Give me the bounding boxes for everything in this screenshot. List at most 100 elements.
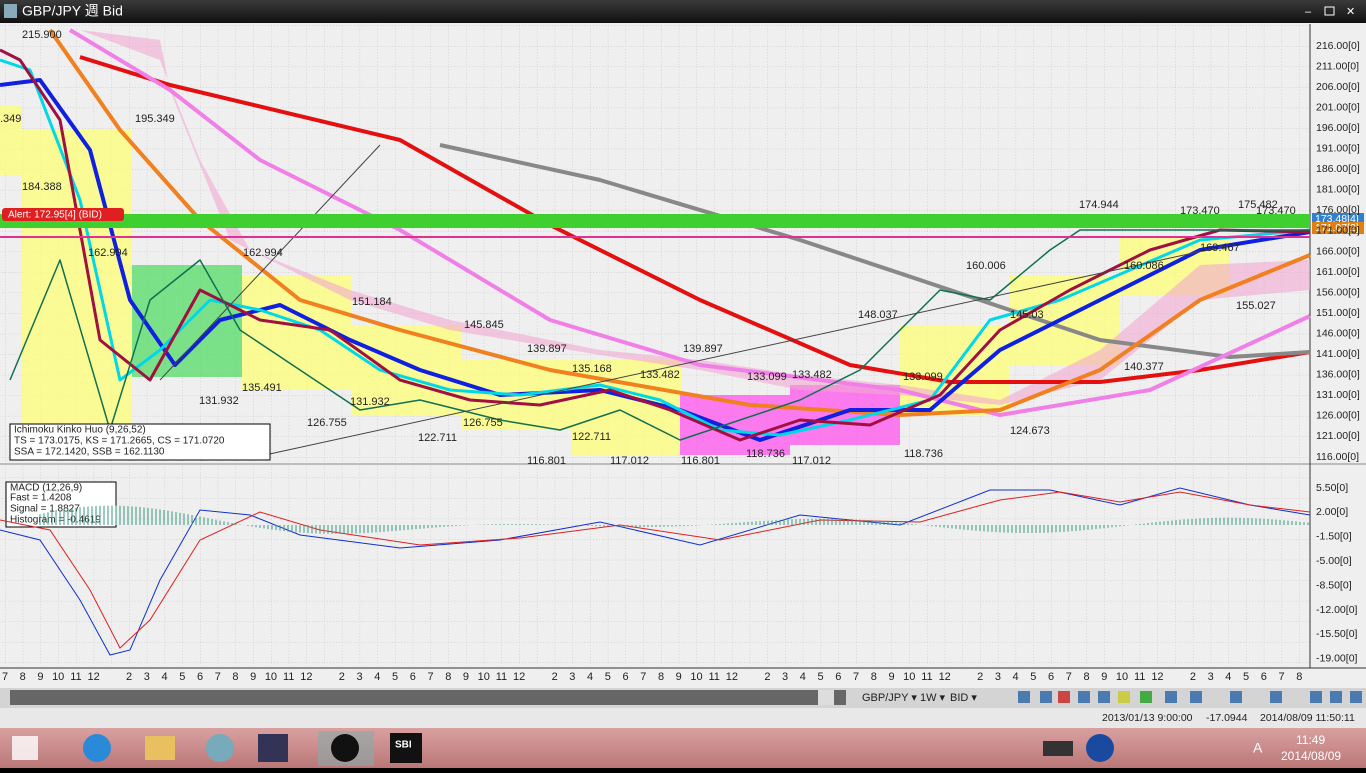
price-annotation: 118.736 [904, 448, 943, 460]
x-tick-label: 3 [144, 671, 150, 683]
price-annotation: 116.801 [681, 455, 720, 467]
price-annotation: 133.099 [747, 371, 787, 383]
price-annotation: 173.470 [1256, 205, 1296, 217]
marker-bg [1312, 222, 1364, 234]
x-tick-label: 8 [1296, 671, 1302, 683]
price-annotation: 118.736 [746, 448, 785, 460]
x-tick-label: 11 [1134, 671, 1145, 683]
x-tick-label: 7 [1066, 671, 1072, 683]
price-tick-label: 136.00[0] [1316, 369, 1360, 381]
price-annotation: 122.711 [572, 431, 611, 443]
x-tick-label: 5 [179, 671, 185, 683]
taskbar-icons[interactable] [12, 731, 1114, 766]
x-tick-label: 12 [726, 671, 738, 683]
x-tick-label: 3 [357, 671, 363, 683]
minimize[interactable]: – [1305, 6, 1312, 18]
price-annotation: 160.086 [1124, 260, 1164, 272]
x-tick-label: 10 [690, 671, 702, 683]
x-tick-label: 8 [232, 671, 238, 683]
price-tick-label: 161.00[0] [1316, 266, 1360, 278]
x-tick-label: 2 [764, 671, 770, 683]
price-tick-label: 126.00[0] [1316, 410, 1360, 422]
price-tick-label: 211.00[0] [1316, 60, 1359, 72]
x-tick-label: 3 [569, 671, 575, 683]
price-tick-label: 216.00[0] [1316, 40, 1360, 52]
ichimoku-values: SSA = 172.1420, SSB = 162.1130 [14, 447, 165, 458]
indicator-lines [0, 28, 1311, 456]
macd-tick-label: 2.00[0] [1316, 506, 1348, 518]
x-tick-label: 6 [1261, 671, 1267, 683]
macd-tick-label: -12.00[0] [1316, 604, 1358, 616]
price-annotation: 155.027 [1236, 300, 1276, 312]
price-annotation: 184.388 [22, 181, 62, 193]
price-tick-label: 166.00[0] [1316, 245, 1360, 257]
tool-icons[interactable] [1018, 691, 1362, 703]
x-tick-label: 4 [162, 671, 168, 683]
price-annotation: 116.801 [527, 455, 566, 467]
x-tick-label: 7 [215, 671, 221, 683]
symbol-select[interactable]: GBP/JPY ▾ [862, 692, 917, 704]
x-tick-label: 8 [445, 671, 451, 683]
app-icon [4, 4, 17, 18]
window-title: GBP/JPY 週 Bid [22, 3, 123, 19]
ichimoku-box [9, 423, 271, 461]
x-tick-label: 12 [88, 671, 100, 683]
close[interactable]: ✕ [1346, 6, 1355, 18]
status-now: 2014/08/09 11:50:11 [1260, 712, 1355, 724]
price-marker: 173.48[4] [1315, 213, 1359, 225]
x-tick-label: 4 [1013, 671, 1019, 683]
app-label: SBI [395, 740, 412, 751]
price-annotation: 173.470 [1180, 205, 1220, 217]
ichimoku-values: TS = 173.0175, KS = 171.2665, CS = 171.0… [14, 436, 225, 447]
price-annotation: 175.482 [1238, 199, 1278, 211]
x-tick-label: 8 [871, 671, 877, 683]
price-annotation: 195.349 [135, 113, 175, 125]
price-annotation: .349 [0, 113, 21, 125]
x-tick-label: 9 [676, 671, 682, 683]
price-annotation: 139.897 [683, 343, 723, 355]
price-annotation: 117.012 [610, 455, 649, 467]
x-tick-label: 11 [70, 671, 81, 683]
price-annotation: 174.944 [1079, 199, 1119, 211]
x-tick-label: 11 [283, 671, 294, 683]
macd-signal: Signal = 1.8827 [10, 504, 80, 515]
price-annotation: 135.491 [242, 382, 282, 394]
price-annotation: 169.467 [1200, 242, 1240, 254]
clock-time: 11:49 [1296, 733, 1325, 747]
maximize[interactable] [1324, 6, 1335, 16]
x-tick-label: 5 [1030, 671, 1036, 683]
price-annotation: 133.482 [640, 369, 680, 381]
x-tick-label: 5 [605, 671, 611, 683]
macd-title: MACD (12,26,9) [10, 483, 82, 494]
clock-date: 2014/08/09 [1281, 749, 1341, 763]
x-tick-label: 12 [1151, 671, 1163, 683]
x-tick-label: 7 [1278, 671, 1284, 683]
x-tick-label: 7 [427, 671, 433, 683]
ime-indicator[interactable]: A [1253, 740, 1263, 756]
price-marker: 171.07[2] [1315, 222, 1359, 234]
scroll-thumb[interactable] [818, 690, 834, 705]
price-annotation: 215.900 [22, 29, 62, 41]
macd-tick-label: -1.50[0] [1316, 531, 1352, 543]
x-tick-label: 9 [250, 671, 256, 683]
period-select[interactable]: 1W ▾ [920, 692, 946, 704]
macd-tick-label: -5.00[0] [1316, 555, 1352, 567]
price-annotation: 139.897 [527, 343, 567, 355]
macd-tick-label: 5.50[0] [1316, 482, 1348, 494]
price-tick-label: 121.00[0] [1316, 430, 1360, 442]
scrollbar[interactable] [10, 690, 846, 705]
x-tick-label: 2 [977, 671, 983, 683]
side-select[interactable]: BID ▾ [950, 692, 977, 704]
price-annotation: 145.845 [464, 319, 504, 331]
alert-band [0, 214, 1310, 228]
x-tick-label: 11 [708, 671, 719, 683]
x-tick-label: 7 [640, 671, 646, 683]
price-tick-label: 141.00[0] [1316, 348, 1360, 360]
x-tick-label: 5 [818, 671, 824, 683]
macd-box [5, 481, 117, 528]
x-tick-label: 7 [853, 671, 859, 683]
title-bar [0, 0, 1366, 23]
x-tick-label: 9 [1101, 671, 1107, 683]
price-annotation: 148.037 [858, 309, 898, 321]
